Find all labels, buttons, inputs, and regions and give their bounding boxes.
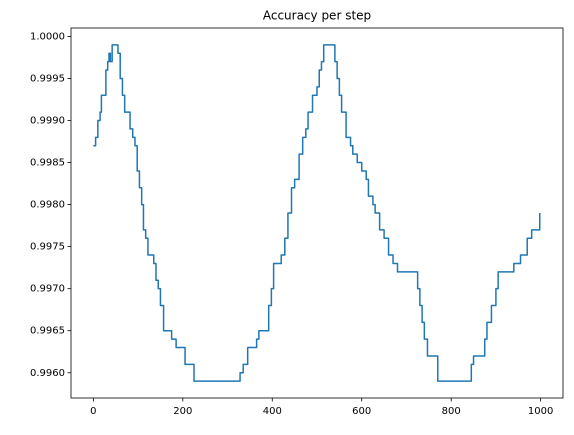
y-tick-label: 0.9970: [30, 284, 65, 295]
y-tick-label: 0.9980: [30, 200, 65, 211]
x-tick-label: 600: [352, 406, 371, 417]
y-tick-label: 1.0000: [30, 31, 65, 42]
y-tick-label: 0.9990: [30, 116, 65, 127]
x-tick-label: 800: [442, 406, 461, 417]
x-tick-label: 0: [90, 406, 96, 417]
y-tick-label: 0.9965: [30, 326, 65, 337]
plot-frame: [70, 27, 564, 399]
y-tick-label: 0.9985: [30, 158, 65, 169]
y-tick-label: 0.9975: [30, 242, 65, 253]
y-tick-label: 0.9995: [30, 73, 65, 84]
x-tick-label: 200: [173, 406, 192, 417]
x-tick-label: 1000: [528, 406, 553, 417]
chart-title: Accuracy per step: [263, 9, 371, 23]
y-tick-label: 0.9960: [30, 368, 65, 379]
x-tick-label: 400: [263, 406, 282, 417]
line: [93, 44, 541, 382]
